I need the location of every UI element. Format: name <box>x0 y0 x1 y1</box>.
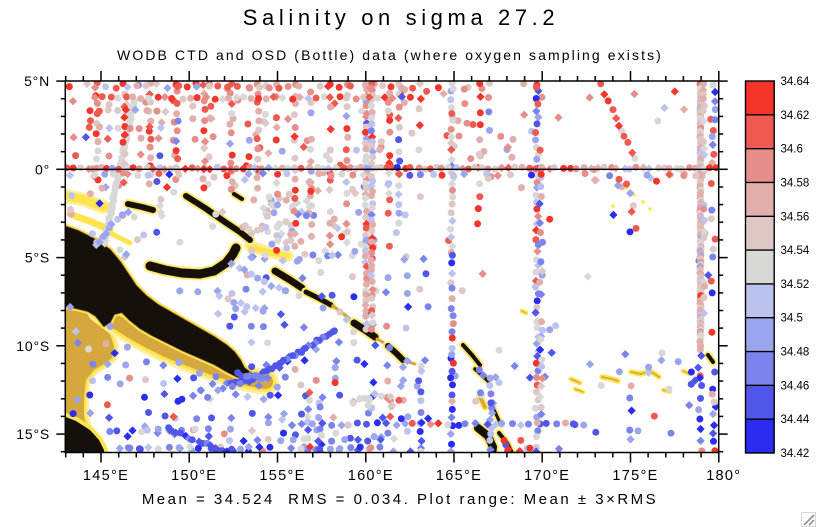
svg-text:34.42: 34.42 <box>781 448 810 460</box>
svg-text:155°E: 155°E <box>259 468 305 484</box>
svg-text:150°E: 150°E <box>171 468 217 484</box>
svg-text:0°: 0° <box>35 161 50 177</box>
svg-text:34.46: 34.46 <box>781 380 810 392</box>
svg-text:Salinity on sigma 27.2: Salinity on sigma 27.2 <box>243 5 559 30</box>
svg-text:34.44: 34.44 <box>781 414 810 426</box>
svg-text:34.62: 34.62 <box>781 110 810 122</box>
svg-text:34.6: 34.6 <box>781 144 803 156</box>
svg-text:34.56: 34.56 <box>781 211 810 223</box>
svg-text:175°E: 175°E <box>612 468 658 484</box>
svg-text:5°S: 5°S <box>25 250 50 266</box>
svg-text:10°S: 10°S <box>16 338 50 354</box>
svg-text:5°N: 5°N <box>24 73 50 89</box>
svg-text:180°: 180° <box>706 468 741 484</box>
svg-text:34.52: 34.52 <box>781 279 810 291</box>
svg-text:34.54: 34.54 <box>781 245 810 257</box>
svg-text:145°E: 145°E <box>83 468 129 484</box>
svg-text:165°E: 165°E <box>436 468 482 484</box>
svg-text:34.5: 34.5 <box>781 313 803 325</box>
svg-text:34.58: 34.58 <box>781 178 810 190</box>
svg-text:WODB CTD and OSD (Bottle) data: WODB CTD and OSD (Bottle) data (where ox… <box>117 47 663 63</box>
svg-text:170°E: 170°E <box>524 468 570 484</box>
svg-text:15°S: 15°S <box>16 426 50 442</box>
svg-text:160°E: 160°E <box>348 468 394 484</box>
svg-text:34.48: 34.48 <box>781 347 810 359</box>
svg-text:Mean = 34.524 RMS = 0.034. Pl: Mean = 34.524 RMS = 0.034. Plot range: M… <box>142 491 658 508</box>
svg-text:34.64: 34.64 <box>781 76 810 88</box>
